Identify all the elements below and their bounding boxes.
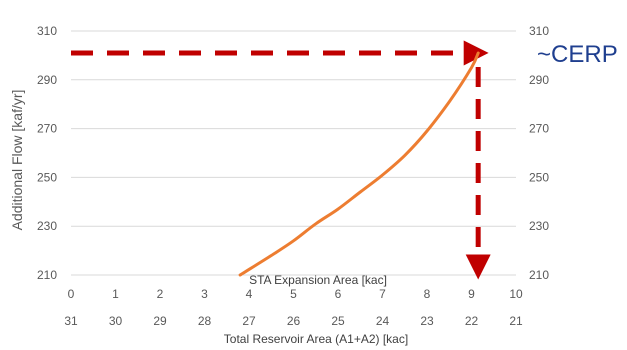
cerp-annotation: ~CERP bbox=[537, 41, 618, 68]
x2-tick-label: 21 bbox=[509, 314, 523, 328]
reference-lines bbox=[71, 40, 491, 280]
series-layer bbox=[238, 51, 480, 277]
x-tick-label: 10 bbox=[509, 287, 523, 301]
series-line bbox=[238, 51, 480, 277]
y2-tick-label: 290 bbox=[529, 73, 549, 87]
x2-tick-label: 30 bbox=[109, 314, 123, 328]
x-tick-label: 7 bbox=[379, 287, 386, 301]
x-tick-label: 9 bbox=[468, 287, 475, 301]
x-tick-label: 8 bbox=[424, 287, 431, 301]
y-tick-label: 210 bbox=[37, 268, 57, 282]
x-tick-label: 5 bbox=[290, 287, 297, 301]
y-axis-ticks: 210 230 250 270 290 310 bbox=[37, 24, 57, 282]
x2-axis-title: Total Reservoir Area (A1+A2) [kac] bbox=[224, 332, 408, 346]
gridlines bbox=[71, 30, 516, 276]
x-tick-label: 0 bbox=[68, 287, 75, 301]
x2-tick-label: 26 bbox=[287, 314, 301, 328]
y2-tick-label: 210 bbox=[529, 268, 549, 282]
y-tick-label: 290 bbox=[37, 73, 57, 87]
y-tick-label: 250 bbox=[37, 170, 57, 184]
x2-tick-label: 25 bbox=[331, 314, 345, 328]
x-tick-label: 6 bbox=[335, 287, 342, 301]
y2-tick-label: 310 bbox=[529, 24, 549, 38]
x2-tick-label: 24 bbox=[376, 314, 390, 328]
x2-tick-label: 28 bbox=[198, 314, 212, 328]
y2-tick-label: 250 bbox=[529, 170, 549, 184]
y-axis-title: Additional Flow [kaf/yr] bbox=[9, 90, 25, 231]
x2-axis-ticks: 31 30 29 28 27 26 25 24 23 22 21 bbox=[64, 314, 523, 328]
x-axis-title: STA Expansion Area [kac] bbox=[249, 273, 387, 287]
y-tick-label: 230 bbox=[37, 219, 57, 233]
x2-tick-label: 31 bbox=[64, 314, 78, 328]
x-tick-label: 2 bbox=[157, 287, 164, 301]
y2-axis-ticks: 210 230 250 270 290 310 bbox=[529, 24, 549, 282]
y-tick-label: 270 bbox=[37, 122, 57, 136]
x2-tick-label: 27 bbox=[242, 314, 256, 328]
y2-tick-label: 270 bbox=[529, 122, 549, 136]
x2-tick-label: 23 bbox=[420, 314, 434, 328]
x-tick-label: 4 bbox=[246, 287, 253, 301]
y2-tick-label: 230 bbox=[529, 219, 549, 233]
x-axis-ticks: 0 1 2 3 4 5 6 7 8 9 10 bbox=[68, 287, 523, 301]
x2-tick-label: 29 bbox=[153, 314, 167, 328]
x2-tick-label: 22 bbox=[465, 314, 479, 328]
x-tick-label: 3 bbox=[201, 287, 208, 301]
y-tick-label: 310 bbox=[37, 24, 57, 38]
x-tick-label: 1 bbox=[112, 287, 119, 301]
